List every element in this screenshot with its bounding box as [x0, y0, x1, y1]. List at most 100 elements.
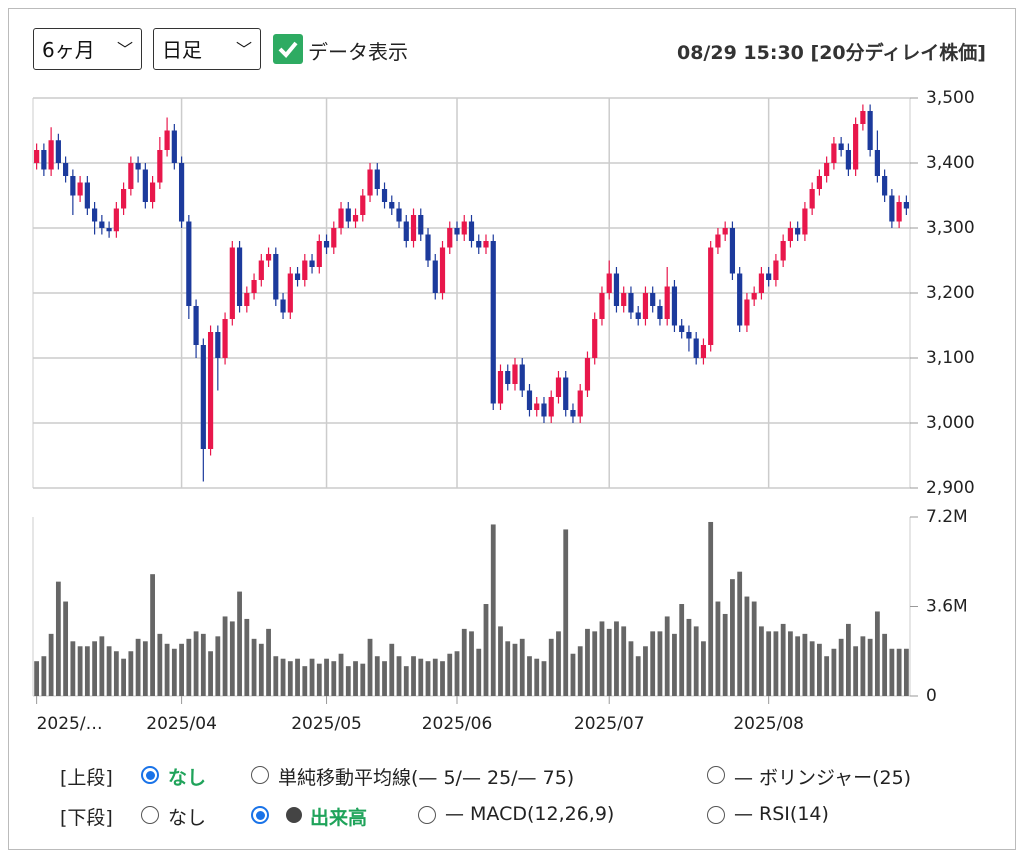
- candle-body: [896, 202, 902, 222]
- x-tick-label: 2025/06: [422, 714, 493, 734]
- candle-body: [280, 299, 286, 313]
- volume-bar: [780, 623, 786, 696]
- volume-bar: [360, 663, 366, 696]
- candle-body: [63, 163, 69, 176]
- radio[interactable]: [418, 806, 436, 824]
- candle-body: [128, 163, 134, 189]
- x-tick-label: 2025/05: [291, 714, 362, 734]
- volume-bar: [266, 628, 271, 696]
- candle-body: [563, 377, 569, 410]
- volume-bar: [287, 661, 293, 696]
- volume-bar: [896, 648, 902, 696]
- candle-body: [889, 195, 895, 222]
- candle-body: [338, 208, 344, 228]
- volume-bar: [338, 653, 344, 696]
- candle-body: [700, 345, 707, 358]
- volume-bar: [251, 638, 257, 696]
- volume-bar: [874, 611, 880, 696]
- show-data-checkbox[interactable]: [273, 34, 303, 64]
- candle-body: [70, 176, 76, 196]
- volume-bar: [280, 658, 286, 696]
- candle-body: [425, 234, 431, 261]
- period-select[interactable]: 6ヶ月 ﹀: [33, 28, 142, 70]
- volume-bar: [534, 658, 540, 696]
- y-tick-label: 3,000: [926, 413, 975, 433]
- volume-bar: [519, 638, 525, 696]
- candle-body: [519, 364, 525, 391]
- volume-bar: [606, 628, 612, 696]
- radio[interactable]: [141, 806, 159, 824]
- volume-bar: [142, 641, 148, 696]
- lower-label: [下段]: [60, 807, 113, 829]
- chevron: ﹀: [235, 40, 252, 59]
- candle-body: [773, 260, 779, 280]
- volume-bar: [425, 661, 431, 696]
- volume-bar: [795, 636, 801, 696]
- candle-body: [874, 150, 880, 176]
- volume-bar: [679, 604, 685, 696]
- volume-bar: [751, 601, 757, 696]
- candle-body: [860, 111, 866, 124]
- candle-body: [548, 397, 554, 417]
- volume-bar: [367, 638, 373, 696]
- x-tick-label: 2025/…: [37, 714, 103, 734]
- candle-body: [439, 247, 446, 293]
- candle-body: [461, 221, 467, 235]
- option[interactable]: — ボリンジャー(25): [734, 767, 912, 789]
- candle-body: [273, 254, 279, 300]
- option[interactable]: — MACD(12,26,9): [445, 803, 615, 825]
- option[interactable]: なし: [168, 807, 207, 829]
- candle-body: [171, 130, 177, 163]
- volume-bar: [737, 571, 743, 696]
- candle-body: [316, 241, 322, 267]
- candle-body: [222, 319, 228, 358]
- y-tick-label: 3.6M: [926, 597, 968, 617]
- interval-select[interactable]: 日足 ﹀: [153, 28, 261, 70]
- volume-bar: [208, 651, 213, 696]
- volume-bar: [418, 658, 424, 696]
- candle-body: [584, 358, 591, 391]
- volume-bar: [889, 648, 895, 696]
- volume-bar: [635, 656, 641, 696]
- volume-bar: [483, 604, 489, 696]
- volume-bar: [121, 658, 126, 696]
- candle-body: [650, 293, 656, 306]
- volume-bar: [70, 641, 76, 696]
- candle-body: [570, 410, 576, 417]
- volume-bar: [324, 658, 329, 696]
- check-icon: [278, 41, 298, 58]
- volume-bar: [556, 631, 561, 696]
- candle-body: [526, 390, 533, 410]
- radio[interactable]: [707, 806, 725, 824]
- candle-body: [838, 143, 844, 150]
- volume-bar: [273, 656, 279, 696]
- option[interactable]: — RSI(14): [734, 803, 829, 825]
- volume-bar: [461, 628, 467, 696]
- option[interactable]: 出来高: [310, 807, 368, 829]
- volume-bar: [411, 656, 416, 696]
- volume-bar: [715, 601, 721, 696]
- candle-body: [345, 208, 351, 222]
- candle-body: [432, 260, 438, 293]
- candle-body: [265, 254, 272, 261]
- volume-bar: [440, 661, 445, 696]
- candle-body: [903, 202, 909, 209]
- volume-bar: [577, 646, 583, 696]
- radio[interactable]: [251, 806, 269, 824]
- volume-bar: [570, 653, 576, 696]
- x-tick-label: 2025/04: [146, 714, 217, 734]
- period-text: 6ヶ月: [42, 38, 95, 62]
- candle-body: [215, 332, 221, 358]
- volume-bar: [229, 621, 235, 696]
- option[interactable]: 単純移動平均線(— 5/— 25/— 75): [278, 767, 575, 789]
- candle-body: [758, 273, 765, 293]
- radio[interactable]: [141, 766, 159, 784]
- y-tick-label: 3,100: [926, 348, 975, 368]
- volume-bar: [860, 636, 866, 696]
- volume-bar: [331, 661, 337, 696]
- radio[interactable]: [251, 766, 269, 784]
- radio[interactable]: [707, 766, 725, 784]
- candle-body: [534, 403, 540, 410]
- option[interactable]: なし: [168, 767, 207, 789]
- candle-body: [729, 228, 736, 274]
